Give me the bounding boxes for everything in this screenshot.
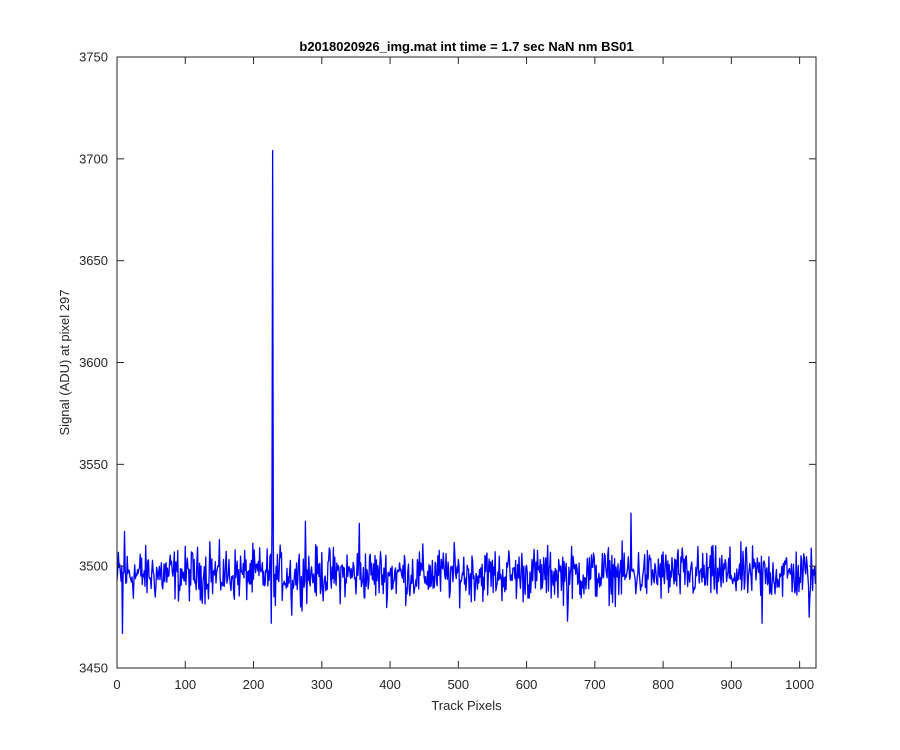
y-axis-label: Signal (ADU) at pixel 297 xyxy=(57,290,72,436)
x-axis-label: Track Pixels xyxy=(431,698,502,713)
x-tick-label: 1000 xyxy=(785,677,814,692)
x-tick-label: 800 xyxy=(652,677,674,692)
chart-title: b2018020926_img.mat int time = 1.7 sec N… xyxy=(299,39,633,54)
x-tick-label: 900 xyxy=(721,677,743,692)
y-tick-label: 3550 xyxy=(79,457,108,472)
y-tick-label: 3600 xyxy=(79,355,108,370)
x-tick-label: 0 xyxy=(113,677,120,692)
x-tick-label: 100 xyxy=(174,677,196,692)
y-tick-label: 3650 xyxy=(79,253,108,268)
tick-layer: 0 100 200 300 400 500 600 700 800 900 1000 3450 3500… xyxy=(79,50,816,692)
y-tick-label: 3750 xyxy=(79,50,108,65)
x-tick-label: 500 xyxy=(447,677,469,692)
series-layer xyxy=(116,150,817,635)
x-tick-label: 400 xyxy=(379,677,401,692)
y-tick-label: 3450 xyxy=(79,661,108,676)
y-tick-label: 3500 xyxy=(79,559,108,574)
axes-box xyxy=(116,56,817,669)
x-tick-label: 600 xyxy=(516,677,538,692)
series-line xyxy=(116,150,817,635)
x-tick-label: 300 xyxy=(311,677,333,692)
x-tick-label: 200 xyxy=(243,677,265,692)
x-tick-label: 700 xyxy=(584,677,606,692)
y-tick-label: 3700 xyxy=(79,151,108,166)
